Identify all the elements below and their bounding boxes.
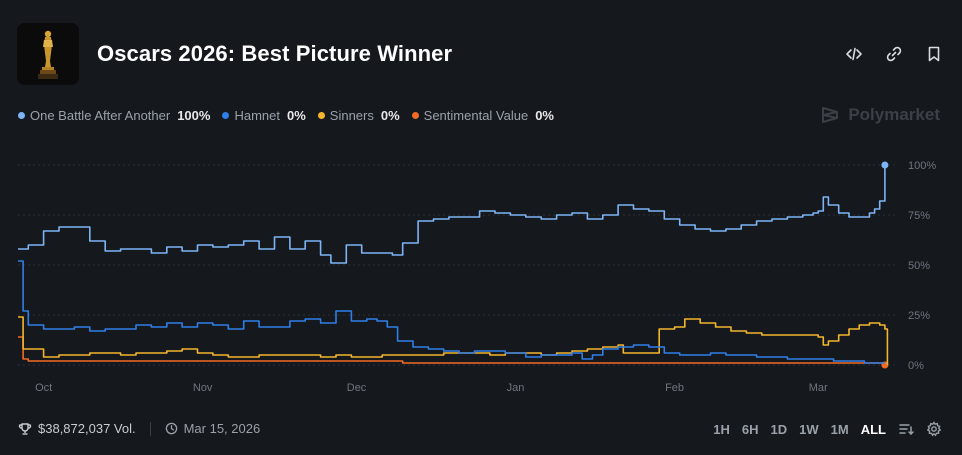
x-tick-label: Mar: [809, 382, 828, 394]
series-line-sentimental-value[interactable]: [18, 336, 886, 365]
oscar-statuette-icon: [17, 23, 79, 85]
series-line-hamnet[interactable]: [18, 260, 885, 364]
legend-outcome-value: 0%: [380, 108, 400, 123]
legend-item[interactable]: Hamnet 0%: [222, 108, 306, 123]
trophy-icon: [18, 422, 32, 435]
legend-item[interactable]: Sentimental Value 0%: [411, 108, 554, 123]
y-tick-label: 75%: [908, 210, 930, 222]
range-button-all[interactable]: ALL: [860, 421, 886, 437]
bookmark-icon[interactable]: [923, 43, 945, 65]
range-button-1h[interactable]: 1H: [713, 421, 730, 437]
link-icon[interactable]: [883, 43, 905, 65]
range-button-6h[interactable]: 6H: [741, 421, 759, 437]
x-tick-label: Nov: [193, 382, 213, 394]
chart-legend: One Battle After Another 100% Hamnet 0% Sinn…: [18, 108, 554, 123]
legend-outcome-value: 0%: [535, 108, 554, 123]
series-line-sinners[interactable]: [18, 316, 889, 365]
series-end-marker: [881, 161, 889, 169]
clock-icon: [165, 422, 177, 435]
embed-code-icon[interactable]: [843, 43, 865, 65]
polymarket-logo-icon: [822, 107, 839, 123]
price-history-chart[interactable]: 0% 25% 50% 75% 100% Oct Nov Dec Jan Feb Mar: [0, 140, 962, 400]
header-actions: [843, 43, 945, 65]
legend-color-dot: [411, 112, 419, 119]
legend-outcome-name: One Battle After Another: [30, 108, 171, 123]
volume-text: $38,872,037 Vol.: [38, 421, 136, 436]
market-header: Oscars 2026: Best Picture Winner: [17, 23, 945, 85]
range-button-1w[interactable]: 1W: [799, 421, 819, 437]
legend-outcome-name: Sinners: [329, 108, 374, 123]
brand-name: Polymarket: [848, 105, 940, 124]
settings-icon[interactable]: [926, 421, 942, 437]
x-tick-label: Dec: [347, 382, 367, 394]
range-button-1m[interactable]: 1M: [830, 421, 849, 437]
brand-watermark: Polymarket: [820, 105, 940, 125]
legend-item[interactable]: Sinners 0%: [317, 108, 400, 123]
y-tick-label: 50%: [908, 260, 930, 272]
range-button-1d[interactable]: 1D: [770, 421, 788, 437]
legend-color-dot: [222, 112, 230, 119]
y-tick-label: 100%: [908, 160, 936, 172]
y-tick-label: 0%: [908, 360, 924, 372]
market-thumbnail: [17, 23, 79, 85]
legend-outcome-value: 0%: [286, 108, 306, 123]
legend-item[interactable]: One Battle After Another 100%: [18, 108, 210, 123]
x-tick-label: Jan: [507, 382, 525, 394]
x-tick-label: Oct: [35, 382, 52, 394]
legend-outcome-value: 100%: [177, 108, 211, 123]
series-line-one-battle-after-another[interactable]: [18, 165, 886, 264]
y-tick-label: 25%: [908, 310, 930, 322]
legend-color-dot: [18, 112, 25, 119]
time-range-selector: 1H 6H 1D 1W 1M ALL: [713, 421, 942, 437]
chart-footer: $38,872,037 Vol. Mar 15, 2026 1H 6H 1D 1W 1M…: [18, 421, 942, 441]
page-title: Oscars 2026: Best Picture Winner: [97, 41, 453, 66]
footer-divider: [149, 421, 151, 436]
end-date-text: Mar 15, 2026: [183, 421, 261, 436]
legend-color-dot: [317, 112, 325, 119]
x-tick-label: Feb: [665, 382, 684, 394]
legend-outcome-name: Hamnet: [234, 108, 280, 123]
legend-outcome-name: Sentimental Value: [423, 108, 529, 123]
sort-icon[interactable]: [898, 421, 914, 437]
market-stats: $38,872,037 Vol. Mar 15, 2026: [18, 421, 260, 436]
